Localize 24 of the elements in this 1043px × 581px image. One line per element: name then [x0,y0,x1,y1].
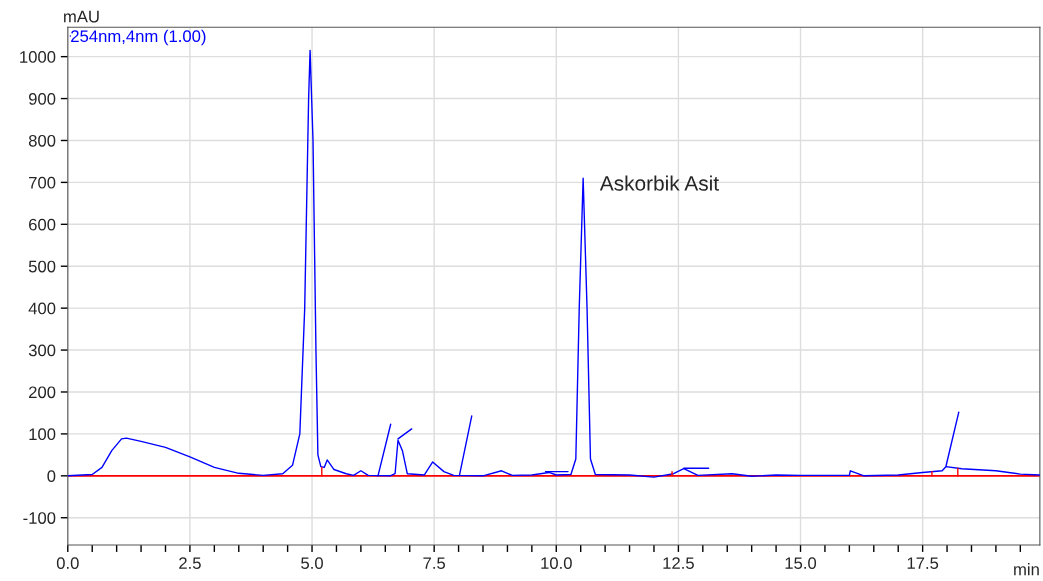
x-tick-label: 15.0 [785,557,817,570]
x-tick-label: 0.0 [56,557,79,570]
y-axis-title: mAU [64,10,99,23]
y-tick-label: 300 [28,344,56,357]
y-tick-label: 600 [29,218,56,231]
y-tick-label: -100 [23,512,56,524]
y-tick-label: 800 [28,134,56,147]
y-tick-label: 200 [29,386,56,399]
y-tick-label: 900 [28,92,56,105]
x-tick-label: 12.5 [663,557,694,570]
x-tick-label: 2.5 [179,557,201,570]
y-tick-label: 0 [47,470,56,483]
y-tick-label: 700 [29,176,56,189]
x-tick-label: 17.5 [907,557,939,570]
x-tick-label: 7.5 [423,557,446,570]
x-tick-label: 10.0 [541,557,572,570]
annotation: Askorbik Asit [599,175,719,191]
x-tick-label: 5.0 [301,557,323,570]
legend-label: 254nm,4nm (1.00) [71,29,206,46]
y-tick-label: 500 [28,260,56,273]
y-tick-label: 400 [28,302,56,315]
x-axis-title: min [1014,563,1039,576]
y-tick-label: 1000 [20,51,56,63]
y-tick-label: 100 [29,428,56,441]
